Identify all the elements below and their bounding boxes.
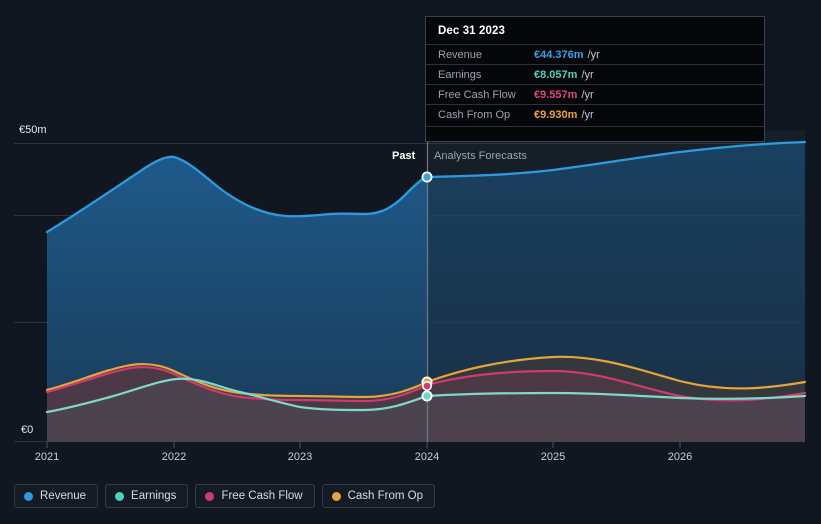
legend-label-cash-from-op: Cash From Op [347,490,424,502]
free-cash-flow-color-dot-icon [205,491,215,501]
tooltip-row-free-cash-flow: Free Cash Flow €9.557m /yr [426,84,764,104]
free-cash-flow-line [45,365,807,403]
tooltip-label-revenue: Revenue [438,48,483,61]
x-tick-2022: 2022 [161,451,187,463]
revenue-marker[interactable] [421,171,433,183]
tooltip-unit-earnings: /yr [581,68,594,81]
cash-from-op-line [45,355,807,399]
data-tooltip: Dec 31 2023 Revenue €44.376m /yr Earning… [425,16,765,142]
tooltip-row-revenue: Revenue €44.376m /yr [426,44,764,64]
tooltip-unit-cash-from-op: /yr [581,108,594,121]
tooltip-row-earnings: Earnings €8.057m /yr [426,64,764,84]
legend-label-earnings: Earnings [131,490,177,502]
legend-item-cash-from-op[interactable]: Cash From Op [321,484,436,508]
chart-legend: Revenue Earnings Free Cash Flow Cash Fro… [14,484,436,508]
x-tick-2024: 2024 [414,451,440,463]
tooltip-unit-free-cash-flow: /yr [581,88,594,101]
x-tick-2026: 2026 [667,451,693,463]
tooltip-label-earnings: Earnings [438,68,482,81]
tooltip-date: Dec 31 2023 [438,25,505,37]
legend-item-free-cash-flow[interactable]: Free Cash Flow [195,484,315,508]
free-cash-flow-marker[interactable] [421,380,432,391]
legend-label-revenue: Revenue [40,490,87,502]
legend-label-free-cash-flow: Free Cash Flow [221,490,303,502]
tooltip-value-free-cash-flow: €9.557m [534,88,578,101]
revenue-color-dot-icon [24,491,33,501]
x-tick-2023: 2023 [287,451,313,463]
cash-from-op-color-dot-icon [331,491,341,501]
y-axis-min-label: €0 [21,424,39,436]
x-tick-2025: 2025 [540,451,566,463]
tooltip-footer-rule [426,126,764,135]
revenue-line [45,140,807,234]
legend-item-earnings[interactable]: Earnings [105,484,189,508]
tooltip-value-revenue: €44.376m [534,48,584,61]
earnings-color-dot-icon [115,491,125,501]
x-tick-2021: 2021 [34,451,60,463]
earnings-line [45,377,807,414]
earnings-area [47,378,805,442]
tooltip-label-cash-from-op: Cash From Op [438,108,511,121]
tooltip-unit-revenue: /yr [587,48,600,61]
tooltip-label-free-cash-flow: Free Cash Flow [438,88,516,101]
analysts-forecasts-label: Analysts Forecasts [434,150,527,162]
earnings-marker[interactable] [421,390,433,402]
x-tick-marks [46,442,681,448]
tooltip-value-earnings: €8.057m [534,68,578,81]
legend-item-revenue[interactable]: Revenue [14,484,99,508]
y-axis-max-label: €50m [19,124,52,136]
tooltip-value-cash-from-op: €9.930m [534,108,578,121]
past-label: Past [392,150,416,162]
tooltip-row-cash-from-op: Cash From Op €9.930m /yr [426,104,764,124]
